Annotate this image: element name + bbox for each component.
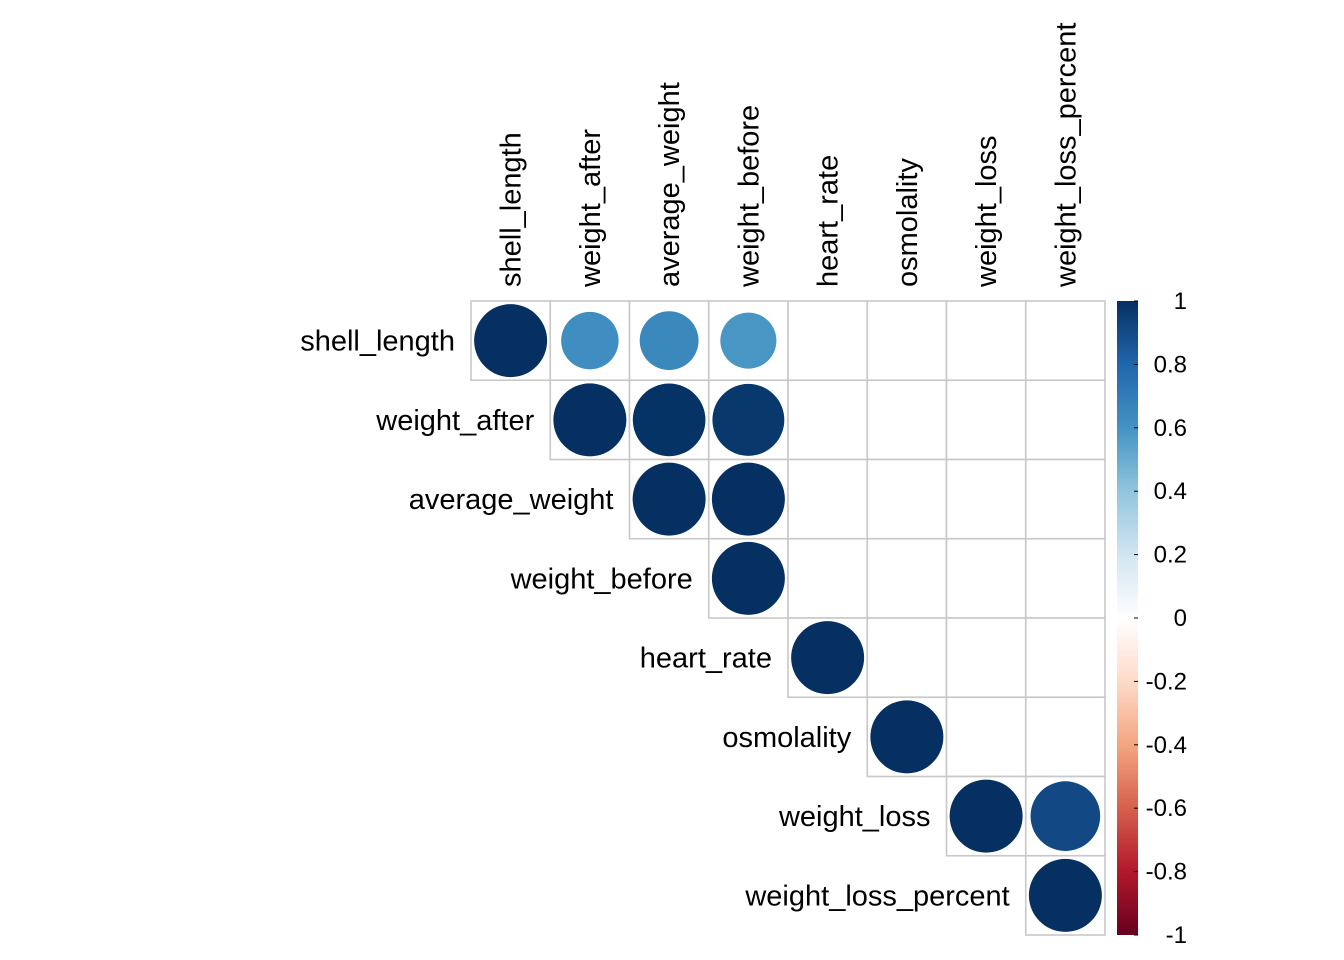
grid-cell xyxy=(1024,300,1106,382)
colorbar-tick-label: -1 xyxy=(1166,922,1187,949)
column-label: weight_loss_percent xyxy=(1050,23,1082,288)
correlation-circle xyxy=(1030,781,1101,851)
grid-cell xyxy=(787,458,869,540)
colorbar-ticks: 1 0.8 0.6 0.4 0.2 0 -0.2 -0.4 -0.6 -0.8 -1 xyxy=(1134,288,1187,949)
row-label: weight_loss_percent xyxy=(744,880,1009,912)
grid-cell xyxy=(866,300,948,382)
grid-cell xyxy=(787,379,869,461)
grid-cell xyxy=(945,458,1027,540)
correlation-circle xyxy=(474,304,548,378)
row-label: weight_before xyxy=(510,563,693,595)
colorbar-gradient xyxy=(1117,301,1138,935)
colorbar-tick-label: -0.4 xyxy=(1146,732,1187,759)
grid-cell xyxy=(1024,696,1106,778)
grid-cell xyxy=(945,300,1027,382)
grid-cell xyxy=(866,617,948,699)
row-label: osmolality xyxy=(722,722,851,754)
column-label: heart_rate xyxy=(813,155,845,287)
row-label: shell_length xyxy=(300,326,455,358)
colorbar-tick-label: 0.2 xyxy=(1154,542,1187,569)
correlation-circle xyxy=(720,312,777,369)
grid-cell xyxy=(787,300,869,382)
colorbar: 1 0.8 0.6 0.4 0.2 0 -0.2 -0.4 -0.6 -0.8 -1 xyxy=(1117,288,1187,949)
colorbar-tick-label: 1 xyxy=(1174,288,1187,315)
colorbar-tick-label: 0.8 xyxy=(1154,351,1187,378)
grid-cell xyxy=(866,537,948,619)
grid-cell xyxy=(945,379,1027,461)
grid-cell xyxy=(1024,537,1106,619)
grid-cell xyxy=(945,617,1027,699)
column-label: weight_loss xyxy=(971,135,1003,288)
column-labels: shell_length weight_after average_weight we… xyxy=(496,23,1083,288)
grid-cell xyxy=(945,696,1027,778)
row-label: weight_after xyxy=(375,405,534,437)
correlation-circle xyxy=(711,462,785,536)
colorbar-tick-label: -0.8 xyxy=(1146,859,1187,886)
colorbar-tick-label: 0 xyxy=(1174,605,1187,632)
column-label: shell_length xyxy=(496,132,528,287)
correlation-circle xyxy=(632,462,706,536)
column-label: average_weight xyxy=(654,82,686,287)
column-label: weight_before xyxy=(733,105,765,288)
correlation-circle xyxy=(712,383,785,456)
correlation-circle xyxy=(553,383,627,457)
colorbar-tick-label: 0.4 xyxy=(1154,478,1187,505)
row-label: weight_loss xyxy=(778,801,931,833)
grid-cell xyxy=(1024,458,1106,540)
grid-cell xyxy=(1024,617,1106,699)
column-label: weight_after xyxy=(575,129,607,288)
correlation-circle xyxy=(791,621,865,695)
correlation-circle xyxy=(1028,858,1102,932)
grid-cell xyxy=(1024,379,1106,461)
grid-cell xyxy=(866,458,948,540)
colorbar-tick-label: -0.2 xyxy=(1146,668,1187,695)
correlation-circle xyxy=(632,383,706,457)
correlation-circle xyxy=(711,541,785,615)
colorbar-tick-label: 0.6 xyxy=(1154,415,1187,442)
correlation-circle xyxy=(639,311,699,371)
grid-cell xyxy=(945,537,1027,619)
correlation-circle xyxy=(870,700,944,774)
correlation-circle xyxy=(949,779,1023,853)
column-label: osmolality xyxy=(892,158,924,287)
row-labels: shell_length weight_after average_weightwe… xyxy=(300,326,1010,913)
row-label: heart_rate xyxy=(640,643,772,675)
colorbar-tick-label: -0.6 xyxy=(1146,795,1187,822)
correlation-circles xyxy=(474,304,1102,932)
correlation-circle xyxy=(561,311,619,370)
grid-cell xyxy=(787,537,869,619)
row-label: average_weight xyxy=(409,484,614,516)
grid-cell xyxy=(866,379,948,461)
